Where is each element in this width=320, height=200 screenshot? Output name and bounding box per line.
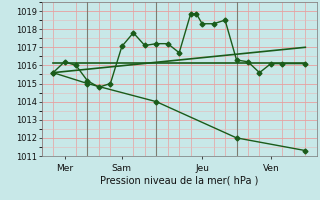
X-axis label: Pression niveau de la mer( hPa ): Pression niveau de la mer( hPa ) [100, 175, 258, 185]
